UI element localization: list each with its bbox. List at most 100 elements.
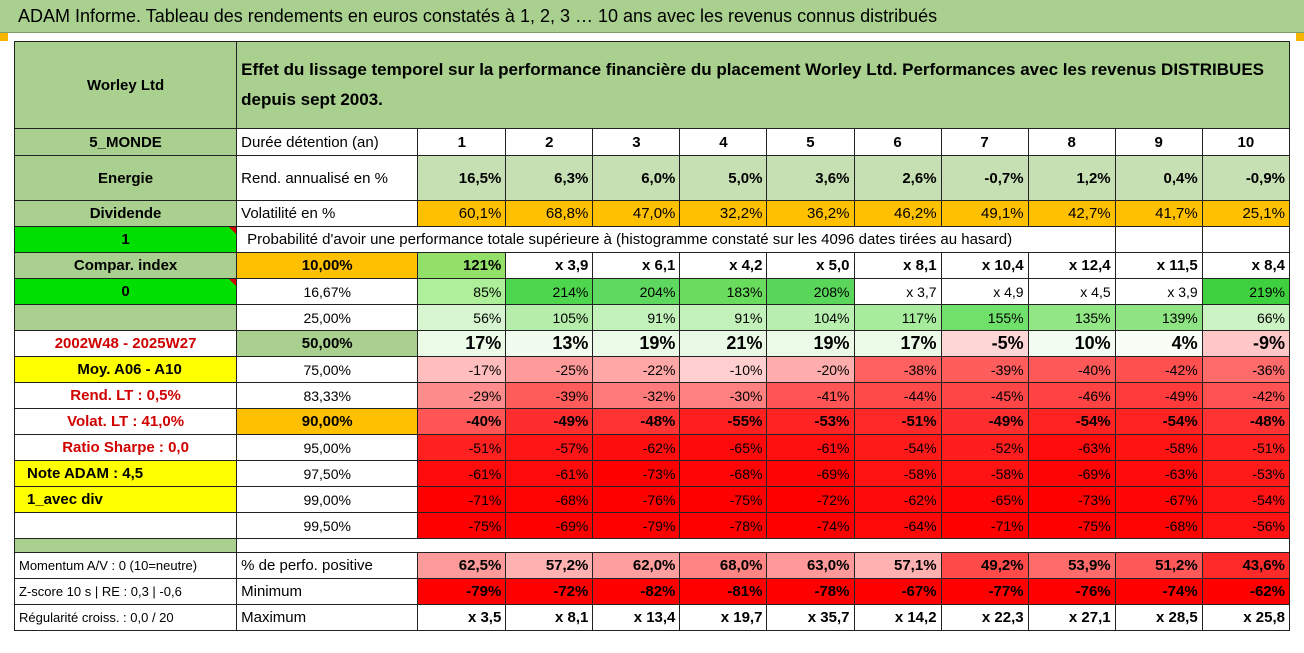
duration-header: 7 [940, 128, 1029, 156]
quantile-cell: -64% [853, 512, 942, 539]
corner-marker [1296, 33, 1304, 41]
quantile-cell: -52% [940, 434, 1029, 461]
max-cell: x 35,7 [766, 604, 855, 631]
quantile-cell: -54% [853, 434, 942, 461]
quantile-cell: -69% [1027, 460, 1116, 487]
max-cell: x 13,4 [592, 604, 681, 631]
quantile-cell: -54% [1027, 408, 1116, 435]
duration-header: 1 [417, 128, 507, 156]
spacer [13, 538, 238, 553]
quantile-cell: 208% [766, 278, 855, 305]
vol-cell: 41,7% [1114, 200, 1203, 227]
quantile-cell: x 12,4 [1027, 252, 1116, 279]
quantile-cell: -51% [853, 408, 942, 435]
stat-row-label: Minimum [236, 578, 419, 605]
max-cell: x 3,5 [417, 604, 507, 631]
quantile-cell: -75% [679, 486, 768, 513]
quantile-cell: x 4,2 [679, 252, 768, 279]
quantile-cell: -71% [940, 512, 1029, 539]
quantile-cell: 204% [592, 278, 681, 305]
volat-lt-label: Volat. LT : 41,0% [13, 408, 238, 435]
vol-cell: 49,1% [940, 200, 1029, 227]
quantile-cell: -39% [940, 356, 1029, 383]
rend-label: Rend. annualisé en % [236, 155, 419, 201]
quantile-cell: 135% [1027, 304, 1116, 331]
quantile-cell: -32% [592, 382, 681, 409]
quantile-cell: 21% [679, 330, 768, 357]
quantile-cell: -51% [417, 434, 507, 461]
duration-header: 4 [679, 128, 768, 156]
max-cell: x 27,1 [1027, 604, 1116, 631]
quantile-cell: -61% [417, 460, 507, 487]
probability-threshold: 99,00% [236, 486, 419, 513]
min-cell: -72% [505, 578, 594, 605]
stat-label: Z-score 10 s | RE : 0,3 | -0,6 [13, 578, 238, 605]
quantile-cell: 155% [940, 304, 1029, 331]
dividend-label: Dividende [13, 200, 238, 227]
quantile-cell: 183% [679, 278, 768, 305]
quantile-cell: -63% [1114, 460, 1203, 487]
pos-cell: 57,2% [505, 552, 594, 579]
pos-cell: 51,2% [1114, 552, 1203, 579]
quantile-cell: -58% [940, 460, 1029, 487]
quantile-cell: x 10,4 [940, 252, 1029, 279]
probability-threshold: 10,00% [236, 252, 419, 279]
min-cell: -62% [1201, 578, 1291, 605]
quantile-cell: 85% [417, 278, 507, 305]
vol-cell: 47,0% [592, 200, 681, 227]
spacer [236, 538, 1290, 553]
table-description: Effet du lissage temporel sur la perform… [236, 41, 1290, 129]
quantile-cell: 139% [1114, 304, 1203, 331]
sharpe-label: Ratio Sharpe : 0,0 [13, 434, 238, 461]
index-flag-0: 0 [13, 278, 238, 305]
quantile-cell: x 5,0 [766, 252, 855, 279]
max-cell: x 8,1 [505, 604, 594, 631]
rend-cell: 2,6% [853, 155, 942, 201]
quantile-cell: -61% [505, 460, 594, 487]
probability-threshold: 75,00% [236, 356, 419, 383]
blank-label [13, 512, 238, 539]
quantile-cell: -69% [766, 460, 855, 487]
rend-lt-label: Rend. LT : 0,5% [13, 382, 238, 409]
quantile-cell: 19% [766, 330, 855, 357]
quantile-cell: -38% [853, 356, 942, 383]
quantile-cell: 121% [417, 252, 507, 279]
min-cell: -82% [592, 578, 681, 605]
stat-label: Régularité croiss. : 0,0 / 20 [13, 604, 238, 631]
vol-cell: 68,8% [505, 200, 594, 227]
quantile-cell: -68% [505, 486, 594, 513]
quantile-cell: -58% [853, 460, 942, 487]
quantile-cell: x 4,5 [1027, 278, 1116, 305]
returns-table: Worley Ltd Effet du lissage temporel sur… [13, 41, 1291, 631]
quantile-cell: -49% [505, 408, 594, 435]
report-title: ADAM Informe. Tableau des rendements en … [0, 0, 1304, 33]
vol-label: Volatilité en % [236, 200, 419, 227]
quantile-cell: -55% [679, 408, 768, 435]
probability-threshold: 25,00% [236, 304, 419, 331]
sector-label: Energie [13, 155, 238, 201]
vol-cell: 46,2% [853, 200, 942, 227]
quantile-cell: 13% [505, 330, 594, 357]
quantile-cell: -40% [417, 408, 507, 435]
max-cell: x 28,5 [1114, 604, 1203, 631]
probability-threshold: 97,50% [236, 460, 419, 487]
quantile-cell: -65% [940, 486, 1029, 513]
quantile-cell: -46% [1027, 382, 1116, 409]
stat-row-label: Maximum [236, 604, 419, 631]
quantile-cell: -73% [1027, 486, 1116, 513]
index-flag-1: 1 [13, 226, 238, 253]
duration-header: 2 [505, 128, 594, 156]
quantile-cell: -42% [1114, 356, 1203, 383]
quantile-cell: x 11,5 [1114, 252, 1203, 279]
quantile-cell: -78% [679, 512, 768, 539]
quantile-cell: x 3,9 [1114, 278, 1203, 305]
rend-cell: 0,4% [1114, 155, 1203, 201]
min-cell: -74% [1114, 578, 1203, 605]
quantile-cell: -10% [679, 356, 768, 383]
probability-threshold: 83,33% [236, 382, 419, 409]
quantile-cell: 104% [766, 304, 855, 331]
quantile-cell: -48% [1201, 408, 1291, 435]
quantile-cell: -39% [505, 382, 594, 409]
company-name: Worley Ltd [13, 41, 238, 129]
quantile-cell: x 6,1 [592, 252, 681, 279]
